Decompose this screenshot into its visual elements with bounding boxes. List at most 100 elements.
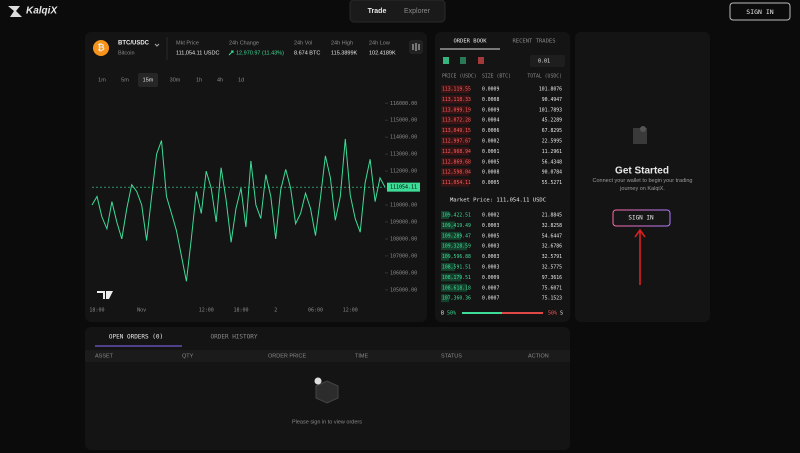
timeframe[interactable]: 1h [196,77,202,83]
ask-highlight [441,116,469,125]
current-price-tag [387,182,420,192]
order-price: 108,179.51 [442,275,471,281]
dropdown-icon[interactable] [154,43,160,47]
order-price: 112,869.68 [442,159,471,165]
timeframe[interactable]: 15m [143,77,154,83]
tv-logo [97,291,113,299]
y-tick-label: 107000.00 [390,253,417,259]
red-arrow [634,228,646,285]
nav-tab[interactable]: Trade [368,8,387,15]
x-tick-label: 12:00 [343,308,358,314]
logo-icon [8,6,22,17]
order-cell: 22.5995 [542,139,562,145]
price-line [91,138,386,282]
stat-label: 24h Change [229,40,259,46]
orders-header-row [85,350,570,362]
nav-tab[interactable]: Explorer [404,8,431,15]
column-header: PRICE (USDC) [442,74,477,80]
timeframe[interactable]: 4h [217,77,223,83]
open-orders-tab[interactable]: OPEN ORDERS (0) [109,334,163,341]
sign-in-button[interactable] [729,2,791,21]
get-started-button[interactable] [612,209,671,227]
ask-highlight [441,126,469,135]
y-tick-label: 114000.00 [390,135,417,141]
order-price: 109,328.59 [442,244,471,250]
orders-column-header: ASSET [95,353,114,359]
book-view-icon[interactable] [478,57,484,64]
btc-symbol: ₿ [97,42,104,52]
order-price: 113,118.33 [442,97,471,103]
ask-highlight [441,168,469,177]
order-price: 113,049.15 [442,128,471,134]
bid-depth-bar [441,252,449,261]
ask-highlight [441,157,469,166]
precision-value[interactable]: 0.01 [538,59,550,65]
order-price: 109,419.49 [442,223,471,229]
order-cell: 0.0006 [482,128,499,134]
ask-highlight [441,95,469,104]
order-cell: 0.0009 [482,107,499,113]
timeframe[interactable]: 5m [121,77,129,83]
orders-column-header: ACTION [528,353,549,359]
orders-column-header: TIME [355,353,368,359]
order-cell: 0.0008 [482,97,499,103]
timeframe[interactable]: 30m [170,77,181,83]
nav-tabs [349,0,446,23]
order-cell: 0.0002 [482,213,499,219]
settings-icon [412,43,420,51]
precision-select[interactable] [530,55,565,67]
bid-depth-bar [441,242,467,251]
y-tick-label: 112000.00 [390,169,417,175]
x-tick-label: 18:00 [89,308,104,314]
get-started-panel [575,32,710,322]
logo: KalqiX [26,6,58,17]
empty-message: Please sign in to view orders [292,419,362,425]
stat-label: 24h High [331,40,353,46]
up-arrow-icon [228,50,234,56]
stat-value: 111,054.11 USDC [176,50,219,56]
sell-pct: 50% [548,311,557,317]
order-cell: 0.0001 [482,149,499,155]
timeframe-active [138,73,158,87]
get-started-button-label[interactable]: SIGN IN [628,215,654,222]
order-price: 111,054.11 [442,180,471,186]
sign-in-label[interactable]: SIGN IN [746,8,773,16]
order-price: 109,422.51 [442,213,471,219]
bid-depth-bar [441,294,449,303]
order-book-tab[interactable]: ORDER BOOK [453,39,487,45]
recent-trades-tab[interactable]: RECENT TRADES [512,39,555,45]
book-view-icon[interactable] [460,57,466,64]
order-price: 113,072.28 [442,118,471,124]
orders-column-header: STATUS [441,353,462,359]
y-tick-label: 105000.00 [390,287,417,293]
stat-value: 115.3899K [331,50,358,56]
wallet-icon-dot [640,126,646,132]
ask-highlight [441,137,469,145]
order-cell: 0.0009 [482,87,499,93]
order-cell: 56.4348 [542,159,562,165]
column-header: SIZE (BTC) [482,74,511,80]
stat-label: Mkt Price [176,40,199,46]
order-history-tab[interactable]: ORDER HISTORY [211,334,258,341]
pair-name: Bitcoin [118,50,135,56]
bid-depth-bar [441,231,461,240]
book-view-icon[interactable] [443,57,449,64]
orders-column-header: QTY [182,353,194,359]
order-cell: 0.0003 [482,265,499,271]
stat-label: 24h Vol [294,40,312,46]
timeframe[interactable]: 1d [238,77,244,83]
order-cell: 32.8258 [542,223,562,229]
timeframe[interactable]: 1m [98,77,106,83]
wallet-icon [633,128,647,144]
stat-value: 8.674 BTC [294,50,320,56]
order-cell: 90.0784 [542,170,562,176]
bid-depth-bar [441,273,461,282]
order-cell: 0.0003 [482,244,499,250]
pair[interactable]: BTC/USDC [118,41,150,47]
order-cell: 0.0008 [482,170,499,176]
order-cell: 101.8076 [539,87,562,93]
y-tick-label: 115000.00 [390,118,417,124]
chart-panel [85,32,427,322]
order-cell: 54.6447 [542,233,562,239]
